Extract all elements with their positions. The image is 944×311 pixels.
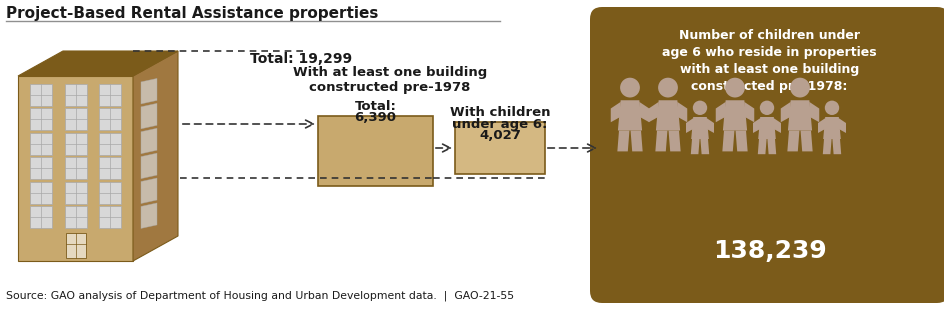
Polygon shape xyxy=(141,103,157,129)
Bar xyxy=(98,84,121,105)
Text: Number of children under
age 6 who reside in properties
with at least one buildi: Number of children under age 6 who resid… xyxy=(662,29,876,93)
Polygon shape xyxy=(685,118,693,133)
Text: Project-Based Rental Assistance properties: Project-Based Rental Assistance properti… xyxy=(6,6,378,21)
FancyBboxPatch shape xyxy=(589,7,944,303)
Bar xyxy=(64,133,87,155)
Polygon shape xyxy=(141,178,157,203)
Polygon shape xyxy=(690,139,699,154)
Bar xyxy=(30,84,52,105)
Polygon shape xyxy=(773,118,780,133)
Text: With at least one building
constructed pre-1978: With at least one building constructed p… xyxy=(293,66,486,94)
Bar xyxy=(65,233,85,258)
Polygon shape xyxy=(786,131,799,151)
Polygon shape xyxy=(133,51,177,261)
Polygon shape xyxy=(721,131,733,151)
Polygon shape xyxy=(18,51,177,76)
Text: With children: With children xyxy=(449,106,549,119)
Bar xyxy=(64,108,87,130)
Bar xyxy=(98,182,121,204)
Polygon shape xyxy=(18,76,133,261)
Polygon shape xyxy=(744,102,753,122)
Polygon shape xyxy=(780,102,790,122)
Bar xyxy=(98,157,121,179)
Bar xyxy=(64,84,87,105)
Circle shape xyxy=(759,100,773,115)
Text: 138,239: 138,239 xyxy=(712,239,825,263)
Bar xyxy=(454,122,545,174)
Circle shape xyxy=(692,100,706,115)
Circle shape xyxy=(619,78,639,98)
Polygon shape xyxy=(610,102,620,122)
Bar xyxy=(30,133,52,155)
Polygon shape xyxy=(649,102,658,122)
Text: 4,027: 4,027 xyxy=(479,129,520,142)
Polygon shape xyxy=(677,102,686,122)
Bar xyxy=(30,207,52,228)
Polygon shape xyxy=(715,102,725,122)
Polygon shape xyxy=(800,131,812,151)
Polygon shape xyxy=(787,100,811,131)
Polygon shape xyxy=(752,118,759,133)
Polygon shape xyxy=(655,100,680,131)
Polygon shape xyxy=(654,131,666,151)
Bar xyxy=(30,108,52,130)
Polygon shape xyxy=(141,128,157,154)
Text: Total: 19,299: Total: 19,299 xyxy=(250,52,352,66)
Polygon shape xyxy=(700,139,708,154)
Circle shape xyxy=(789,78,809,98)
Circle shape xyxy=(724,78,744,98)
Text: 6,390: 6,390 xyxy=(354,111,396,124)
Polygon shape xyxy=(722,100,747,131)
Polygon shape xyxy=(734,131,747,151)
Polygon shape xyxy=(141,203,157,228)
Text: Total:: Total: xyxy=(354,100,396,113)
Bar xyxy=(64,207,87,228)
Bar xyxy=(98,108,121,130)
Polygon shape xyxy=(818,118,824,133)
Polygon shape xyxy=(141,78,157,104)
Polygon shape xyxy=(808,102,818,122)
Polygon shape xyxy=(617,100,641,131)
Polygon shape xyxy=(822,139,831,154)
Bar xyxy=(64,182,87,204)
Text: under age 6:: under age 6: xyxy=(452,118,548,131)
Polygon shape xyxy=(630,131,642,151)
Bar xyxy=(98,207,121,228)
Polygon shape xyxy=(706,118,714,133)
Circle shape xyxy=(657,78,677,98)
Bar xyxy=(30,157,52,179)
Bar xyxy=(64,157,87,179)
Bar xyxy=(318,116,432,186)
Polygon shape xyxy=(832,139,840,154)
Bar xyxy=(98,133,121,155)
Polygon shape xyxy=(767,139,775,154)
Bar xyxy=(30,182,52,204)
Text: Source: GAO analysis of Department of Housing and Urban Development data.  |  GA: Source: GAO analysis of Department of Ho… xyxy=(6,290,514,301)
Polygon shape xyxy=(822,117,840,139)
Polygon shape xyxy=(639,102,649,122)
Polygon shape xyxy=(616,131,629,151)
Polygon shape xyxy=(141,153,157,179)
Polygon shape xyxy=(667,131,680,151)
Polygon shape xyxy=(690,117,708,139)
Polygon shape xyxy=(757,117,775,139)
Circle shape xyxy=(824,100,838,115)
Polygon shape xyxy=(838,118,845,133)
Polygon shape xyxy=(757,139,766,154)
